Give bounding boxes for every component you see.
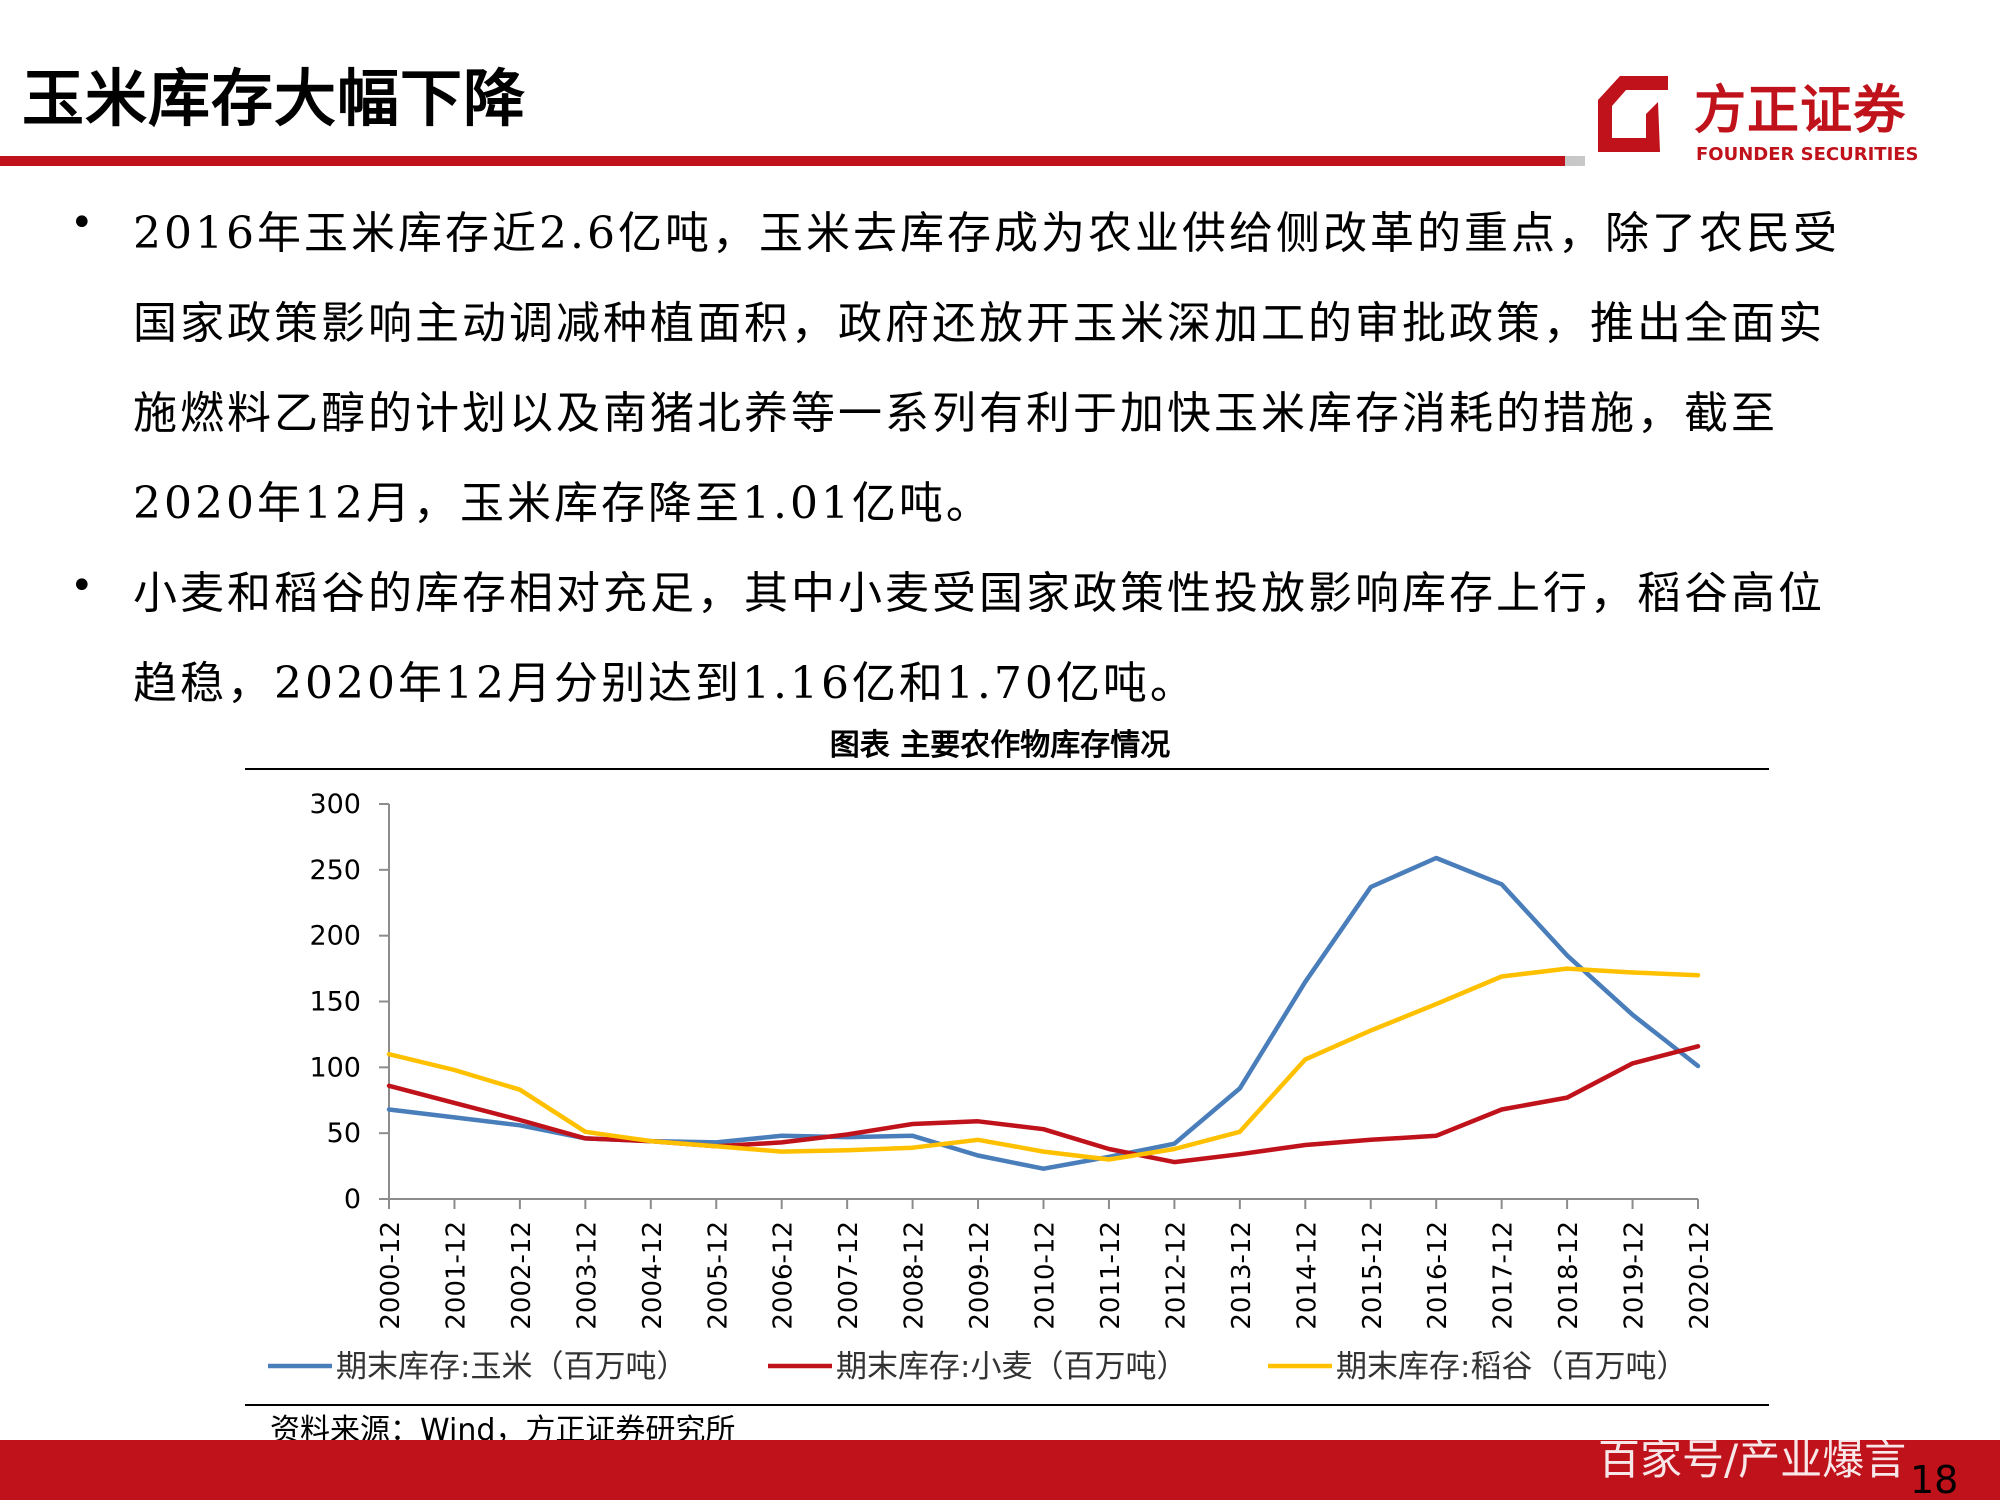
x-tick-label: 2004-12 (638, 1221, 668, 1330)
x-tick-label: 2000-12 (376, 1221, 406, 1330)
series-line-1 (389, 858, 1698, 1169)
series-line-2 (389, 1046, 1698, 1162)
x-tick-label: 2020-12 (1685, 1221, 1715, 1330)
x-tick-label: 2014-12 (1292, 1221, 1322, 1330)
y-tick-label: 150 (309, 987, 361, 1018)
x-tick-label: 2019-12 (1620, 1221, 1650, 1330)
x-tick-label: 2002-12 (507, 1221, 537, 1330)
watermark: 百家号/产业爆言 (1598, 1426, 1906, 1487)
y-tick-label: 50 (327, 1118, 361, 1149)
legend-label: 期末库存:玉米（百万吨） (336, 1349, 687, 1385)
x-tick-label: 2013-12 (1227, 1221, 1257, 1330)
x-tick-label: 2007-12 (834, 1221, 864, 1330)
x-tick-label: 2006-12 (769, 1221, 799, 1330)
y-tick-label: 100 (309, 1052, 361, 1083)
page-number: 18 (1910, 1458, 1958, 1502)
x-tick-label: 2009-12 (965, 1221, 995, 1330)
legend-label: 期末库存:小麦（百万吨） (836, 1349, 1187, 1385)
x-tick-label: 2001-12 (441, 1221, 471, 1330)
x-tick-label: 2018-12 (1554, 1221, 1584, 1330)
x-tick-label: 2017-12 (1489, 1221, 1519, 1330)
x-tick-label: 2003-12 (572, 1221, 602, 1330)
y-tick-label: 200 (309, 921, 361, 952)
x-tick-label: 2005-12 (703, 1221, 733, 1330)
x-tick-label: 2015-12 (1358, 1221, 1388, 1330)
y-tick-label: 0 (344, 1184, 361, 1215)
x-tick-label: 2016-12 (1423, 1221, 1453, 1330)
x-tick-label: 2008-12 (900, 1221, 930, 1330)
legend-label: 期末库存:稻谷（百万吨） (1336, 1349, 1687, 1385)
x-tick-label: 2010-12 (1031, 1221, 1061, 1330)
x-tick-label: 2011-12 (1096, 1221, 1126, 1330)
x-tick-label: 2012-12 (1161, 1221, 1191, 1330)
y-tick-label: 300 (309, 789, 361, 820)
y-tick-label: 250 (309, 855, 361, 886)
